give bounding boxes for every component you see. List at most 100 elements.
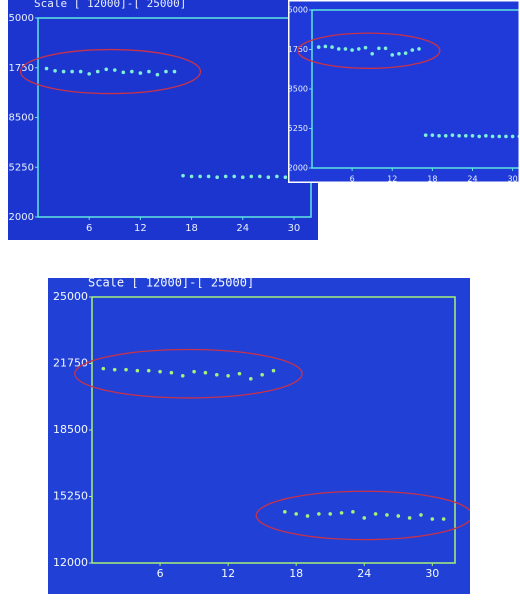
point xyxy=(430,133,435,137)
point xyxy=(283,175,288,179)
point xyxy=(112,68,117,72)
point xyxy=(373,512,378,516)
point xyxy=(490,134,495,139)
x-tick-label: 12 xyxy=(387,175,397,184)
chart-title: Scale [ 12000]-[ 25000] xyxy=(34,0,186,10)
y-tick-label: 12000 xyxy=(283,164,308,173)
point xyxy=(271,368,276,373)
highlight-ellipse xyxy=(297,32,441,69)
point xyxy=(169,370,174,375)
y-tick-label: 21750 xyxy=(2,63,34,74)
point xyxy=(370,51,374,56)
point xyxy=(330,45,334,49)
point xyxy=(198,174,202,179)
point xyxy=(135,368,140,373)
y-tick-label: 25000 xyxy=(2,13,34,24)
point xyxy=(419,513,423,517)
point xyxy=(232,174,237,179)
point xyxy=(484,133,488,138)
point xyxy=(172,69,177,74)
x-tick-label: 30 xyxy=(288,223,301,234)
point xyxy=(343,47,348,51)
point xyxy=(294,512,298,516)
panel: Scale [ 12000]-[ 25000]12000152501850021… xyxy=(48,278,470,594)
point xyxy=(192,369,196,374)
point xyxy=(78,69,83,74)
x-tick-label: 12 xyxy=(221,567,235,580)
x-tick-label: 30 xyxy=(425,567,439,580)
panel-background xyxy=(8,0,318,240)
point xyxy=(470,133,475,138)
point xyxy=(138,71,143,75)
point xyxy=(417,47,421,51)
point xyxy=(203,370,208,375)
x-tick-label: 30 xyxy=(508,175,518,184)
point xyxy=(377,46,381,51)
x-tick-label: 12 xyxy=(134,223,147,234)
panel: Scale [ 12000]-[ 25000] 12000 15250 18500 21… xyxy=(2,0,318,240)
x-tick-label: 6 xyxy=(350,175,355,184)
point xyxy=(390,53,395,57)
y-tick-label: 25000 xyxy=(283,6,308,15)
x-tick-label: 6 xyxy=(86,223,92,234)
y-tick-label: 15250 xyxy=(2,162,34,173)
point xyxy=(441,517,446,521)
panel: Scale [ 12000]-[ 25000]12000152501850021… xyxy=(283,0,520,184)
point xyxy=(249,174,254,179)
point xyxy=(450,133,455,137)
point xyxy=(407,516,412,520)
y-tick-label: 25000 xyxy=(53,290,88,303)
point xyxy=(130,69,134,74)
y-tick-label: 12000 xyxy=(53,556,88,569)
point xyxy=(362,516,367,520)
point xyxy=(410,48,415,52)
point xyxy=(351,510,355,514)
point xyxy=(112,367,117,372)
point xyxy=(61,69,66,74)
point xyxy=(266,175,271,179)
point xyxy=(504,134,508,139)
point xyxy=(357,47,361,51)
point xyxy=(206,174,211,179)
x-tick-label: 6 xyxy=(157,567,164,580)
x-tick-label: 24 xyxy=(467,175,477,184)
point xyxy=(283,510,287,514)
point xyxy=(95,69,100,74)
point xyxy=(396,514,401,518)
point xyxy=(275,174,279,179)
x-tick-label: 18 xyxy=(289,567,303,580)
point xyxy=(258,174,262,179)
point xyxy=(260,372,264,377)
point xyxy=(363,45,368,50)
point xyxy=(430,517,435,521)
point xyxy=(383,46,388,51)
y-tick-label: 18500 xyxy=(283,85,308,94)
highlight-ellipse xyxy=(255,490,470,541)
point xyxy=(336,47,341,51)
x-tick-label: 18 xyxy=(185,223,198,234)
point xyxy=(305,514,310,518)
point xyxy=(457,133,461,138)
point xyxy=(510,134,515,139)
point xyxy=(124,367,128,372)
point xyxy=(180,373,185,378)
point xyxy=(477,134,481,139)
point xyxy=(214,372,219,377)
point xyxy=(158,369,162,374)
point xyxy=(249,377,253,381)
point xyxy=(497,134,502,139)
point xyxy=(226,373,230,378)
point xyxy=(403,51,408,55)
x-tick-label: 24 xyxy=(236,223,249,234)
point xyxy=(53,69,57,73)
y-tick-label: 12000 xyxy=(2,212,34,223)
y-tick-label: 18500 xyxy=(2,113,34,124)
y-tick-label: 15250 xyxy=(283,124,308,133)
point xyxy=(164,69,168,74)
point xyxy=(155,72,160,77)
point xyxy=(323,44,328,49)
y-tick-label: 18500 xyxy=(53,423,88,436)
point xyxy=(328,512,333,516)
point xyxy=(397,51,401,56)
point xyxy=(240,175,245,179)
